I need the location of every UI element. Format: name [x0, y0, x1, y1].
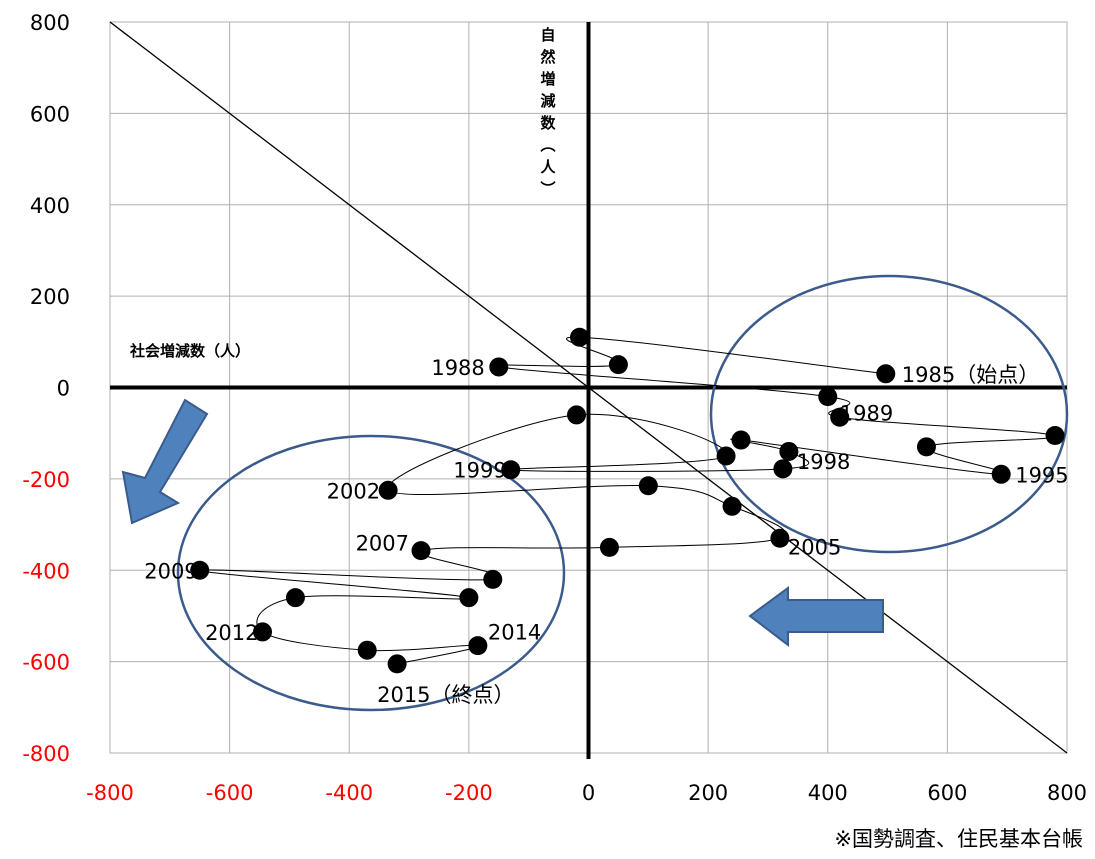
point-label: 1989 [840, 402, 893, 426]
data-points [190, 327, 1065, 674]
data-point [722, 496, 742, 516]
data-point [770, 528, 790, 548]
point-label: 2015（終点） [377, 683, 514, 707]
point-label: 2002 [327, 479, 380, 503]
x-tick-label: 200 [688, 781, 728, 805]
data-point [638, 476, 658, 496]
point-label: 2012 [205, 621, 258, 645]
x-tick-label: 800 [1047, 781, 1087, 805]
x-tick-label: 400 [808, 781, 848, 805]
y-tick-label: 0 [57, 377, 70, 401]
y-tick-label: 800 [30, 11, 70, 35]
data-point [716, 446, 736, 466]
data-point [818, 387, 838, 407]
y-axis-label-char: 自 [540, 26, 555, 44]
y-axis-label-char: 人 [540, 158, 556, 176]
data-point [378, 480, 398, 500]
data-point [501, 460, 521, 480]
data-point [731, 430, 751, 450]
point-labels: 1985（始点） 1988 1989 1995 1998 1999 2002 2005 2007… [144, 356, 1068, 707]
x-tick-label: 600 [927, 781, 967, 805]
point-label: 1998 [797, 450, 850, 474]
x-tick-label: -200 [445, 781, 493, 805]
point-label: 1985（始点） [902, 363, 1039, 387]
x-tick-label: -400 [325, 781, 373, 805]
x-tick-label: 0 [582, 781, 595, 805]
data-point [1045, 425, 1065, 445]
data-point [916, 437, 936, 457]
y-tick-label: -200 [22, 468, 70, 492]
data-point [876, 364, 896, 384]
data-point [253, 622, 273, 642]
left-arrow-icon [748, 586, 884, 648]
point-label: 2005 [788, 535, 841, 559]
point-label: 2009 [144, 559, 197, 583]
x-tick-label: -600 [206, 781, 254, 805]
data-point [608, 355, 628, 375]
y-axis-label-char: 数 [540, 114, 556, 132]
data-point [991, 464, 1011, 484]
source-note: ※国勢調査、住民基本台帳 [834, 827, 1083, 851]
data-point [387, 654, 407, 674]
point-label: 1995 [1015, 463, 1068, 487]
data-point [357, 640, 377, 660]
data-point [779, 441, 799, 461]
diagonal-arrow-icon [121, 398, 209, 525]
y-axis-label-char: 増 [540, 70, 555, 88]
y-tick-label: -600 [22, 651, 70, 675]
y-tick-label: 200 [30, 285, 70, 309]
data-point [773, 459, 793, 479]
tick-labels: -800 -600 -400 -200 0 200 400 600 800 800 600 400 20… [22, 11, 1087, 805]
data-point [411, 541, 431, 561]
point-label: 2007 [356, 532, 409, 556]
data-point [489, 357, 509, 377]
data-point [459, 588, 479, 608]
ellipse-late-period [176, 434, 566, 712]
point-label: 2014 [488, 621, 541, 645]
data-point [570, 327, 590, 347]
x-tick-label: -800 [86, 781, 134, 805]
axes [110, 22, 1067, 759]
y-tick-label: -400 [22, 559, 70, 583]
y-axis-label-char: ︵ [539, 136, 555, 154]
y-axis-label-char: ︶ [539, 180, 555, 198]
data-point [483, 569, 503, 589]
data-point [567, 405, 587, 425]
y-tick-label: 600 [30, 102, 70, 126]
data-point [830, 407, 850, 427]
trend-arrows [121, 398, 884, 648]
point-label: 1988 [431, 356, 484, 380]
y-tick-label: 400 [30, 194, 70, 218]
x-axis-label: 社会増減数（人） [129, 342, 250, 360]
point-label: 1999 [453, 459, 506, 483]
data-point [599, 537, 619, 557]
y-tick-label: -800 [22, 742, 70, 766]
y-axis-label-char: 減 [540, 92, 555, 110]
ellipse-early-period [709, 274, 1069, 554]
data-point [190, 560, 210, 580]
data-point [285, 588, 305, 608]
highlight-ellipses [176, 274, 1069, 712]
y-axis-label: 自然増減数 ︵ 人 ︶ [539, 26, 556, 198]
data-point [468, 636, 488, 656]
y-axis-label-char: 然 [540, 48, 555, 66]
